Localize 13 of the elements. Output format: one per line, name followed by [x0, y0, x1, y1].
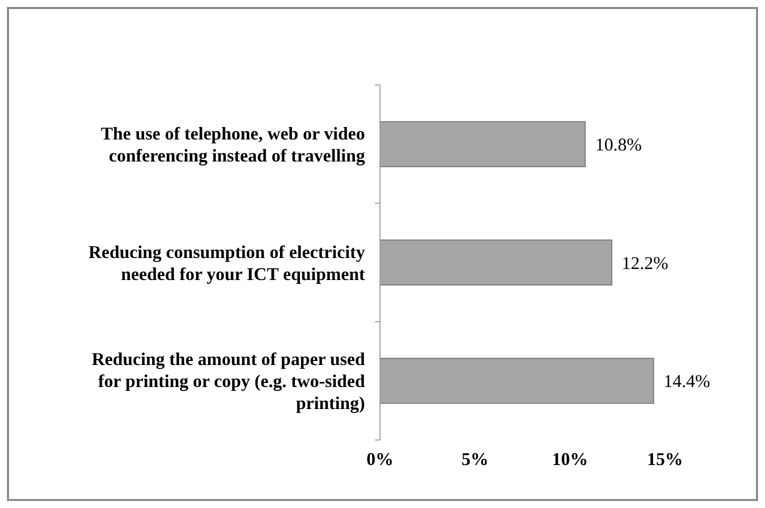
data-label: 12.2%: [622, 252, 668, 273]
y-tick-label: Reducing the amount of paper used for printing or copy (e.g. two-sided printing): [92, 349, 365, 414]
x-tick-label: 0%: [366, 448, 394, 469]
bar: [380, 121, 586, 168]
x-tick-label: 5%: [462, 448, 488, 469]
x-tick-label: 15%: [647, 448, 683, 469]
data-label: 10.8%: [595, 134, 642, 154]
x-tick-label: 10%: [552, 448, 588, 469]
y-tick-label: Reducing consumption of electricity needed for your ICT equipment: [88, 242, 366, 284]
y-tick-label: The use of telephone, web or video conferencing instead of travelling: [100, 123, 365, 166]
data-label: 14.4%: [664, 371, 710, 392]
bar: [380, 358, 654, 404]
bar: [380, 240, 612, 286]
